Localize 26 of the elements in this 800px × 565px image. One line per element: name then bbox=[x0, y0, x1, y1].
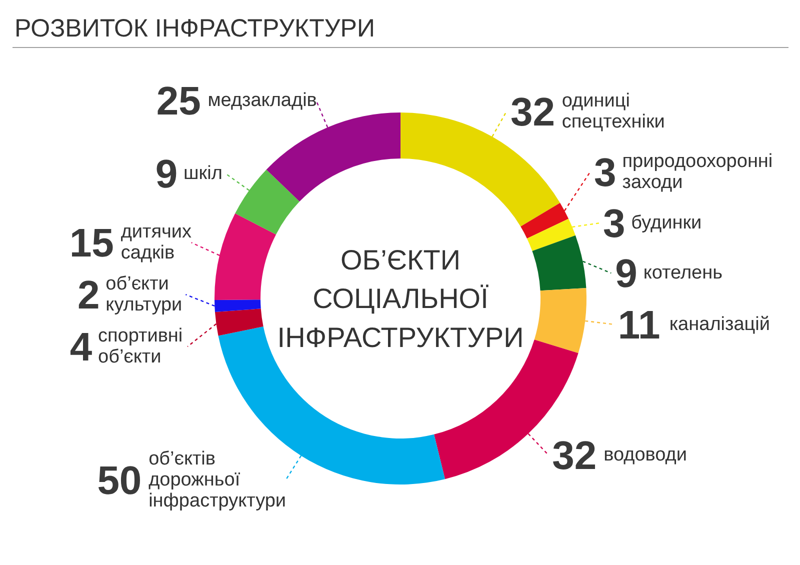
data-label: 9 bbox=[155, 152, 178, 197]
slice-label: одиниці спецтехніки bbox=[562, 90, 665, 132]
slice-label: об’єктів дорожньої інфраструктури bbox=[148, 448, 286, 512]
data-label: 32 bbox=[552, 434, 597, 478]
data-label: 2 bbox=[77, 274, 100, 318]
data-label: 4 bbox=[70, 326, 93, 370]
data-label: 3 bbox=[602, 202, 626, 246]
text: ОБ’ЄКТИ СОЦІАЛЬНОЇ ІНФРАСТРУКТУРИ bbox=[277, 244, 524, 353]
slice-label: каналізацій bbox=[669, 314, 770, 335]
slice-label: котелень bbox=[643, 262, 723, 284]
data-label: 50 bbox=[97, 459, 142, 504]
slice-label: об’єкти культури bbox=[106, 274, 182, 316]
data-label: 9 bbox=[615, 252, 638, 296]
slice-label: водоводи bbox=[604, 444, 688, 466]
data-label: 15 bbox=[69, 222, 114, 266]
slice-label: медзакладів bbox=[208, 90, 317, 112]
slice-label: природоохоронні заходи bbox=[622, 151, 773, 194]
slice-label: шкіл bbox=[184, 163, 222, 184]
data-label: 32 bbox=[510, 90, 555, 134]
data-label: 25 bbox=[156, 80, 201, 124]
chart-title: РОЗВИТОК ІНФРАСТРУКТУРИ bbox=[14, 14, 375, 42]
data-label: 11 bbox=[618, 303, 660, 348]
slice-label: дитячих садків bbox=[120, 222, 192, 264]
slice-label: будинки bbox=[631, 212, 702, 234]
slice-label: спортивні об’єкти bbox=[98, 326, 183, 368]
data-label: 3 bbox=[594, 151, 616, 196]
